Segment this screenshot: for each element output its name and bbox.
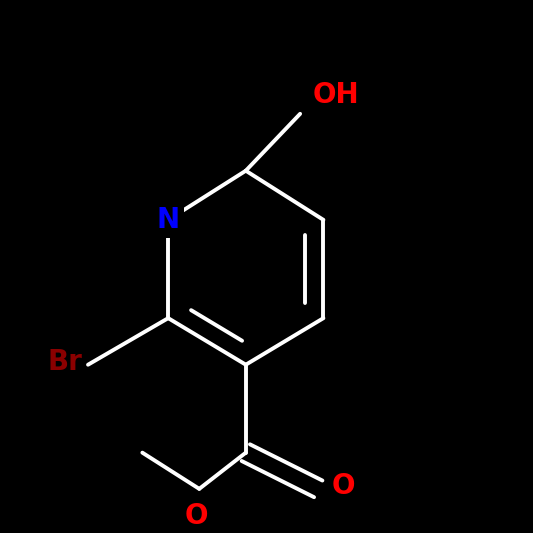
Text: OH: OH <box>313 80 360 109</box>
Text: O: O <box>331 472 354 500</box>
Text: Br: Br <box>48 348 83 376</box>
Text: O: O <box>185 502 208 530</box>
Text: N: N <box>157 206 180 234</box>
